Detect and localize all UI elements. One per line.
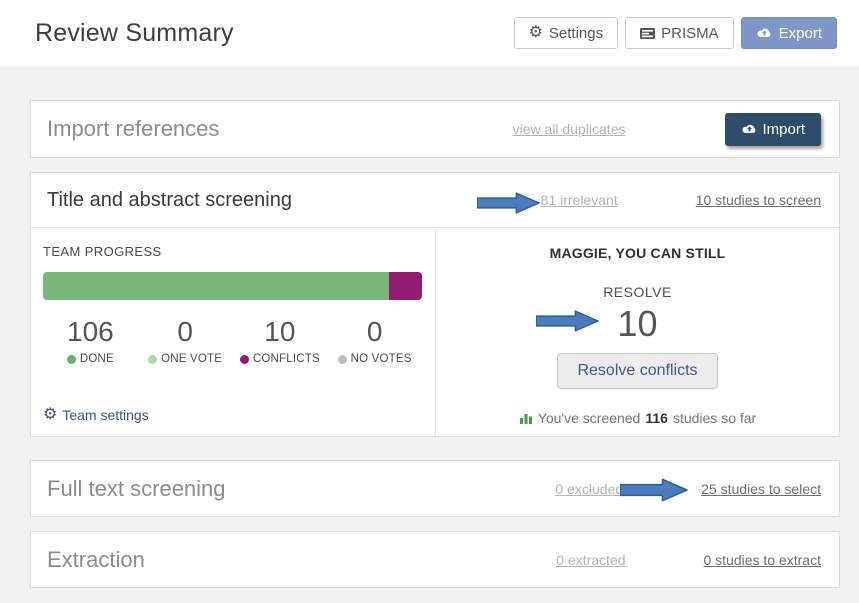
export-button[interactable]: Export bbox=[740, 17, 837, 49]
studies-to-extract-link[interactable]: 0 studies to extract bbox=[703, 551, 821, 568]
team-progress-bar bbox=[43, 272, 422, 300]
team-settings-link[interactable]: ⚙ Team settings bbox=[43, 406, 149, 424]
stat-conflicts-value: 10 bbox=[264, 316, 296, 347]
resolve-conflicts-button[interactable]: Resolve conflicts bbox=[557, 352, 718, 389]
resolve-count: 10 bbox=[617, 303, 658, 344]
stat-conflicts: 10 CONFLICTS bbox=[233, 316, 328, 365]
stat-one-vote-value: 0 bbox=[177, 316, 193, 347]
prisma-report-icon bbox=[640, 27, 656, 39]
full-text-title: Full text screening bbox=[47, 475, 226, 501]
import-button[interactable]: Import bbox=[725, 112, 821, 146]
prisma-button[interactable]: PRISMA bbox=[625, 17, 734, 49]
stat-one-vote: 0 ONE VOTE bbox=[138, 316, 233, 365]
page-title: Review Summary bbox=[35, 18, 234, 47]
stat-conflicts-label: CONFLICTS bbox=[252, 353, 320, 365]
irrelevant-link[interactable]: 81 irrelevant bbox=[540, 192, 618, 208]
gear-icon: ⚙ bbox=[43, 406, 58, 423]
screened-count: 116 bbox=[645, 409, 668, 426]
conflicts-dot-icon bbox=[239, 354, 249, 364]
import-references-card: Import references view all duplicates Im… bbox=[30, 100, 840, 158]
stat-no-votes-label: NO VOTES bbox=[350, 353, 412, 365]
full-text-screening-card: Full text screening 0 excluded 25 studie… bbox=[30, 460, 840, 517]
stat-done-value: 106 bbox=[67, 316, 114, 347]
one-vote-dot-icon bbox=[148, 354, 158, 364]
import-references-title: Import references bbox=[47, 116, 220, 141]
no-votes-dot-icon bbox=[337, 354, 347, 364]
extraction-card: Extraction 0 extracted 0 studies to extr… bbox=[30, 531, 840, 588]
cloud-upload-icon bbox=[756, 27, 773, 39]
stat-no-votes-value: 0 bbox=[366, 316, 383, 347]
extraction-title: Extraction bbox=[47, 546, 145, 572]
studies-to-select-link[interactable]: 25 studies to select bbox=[701, 480, 821, 497]
screened-summary: You've screened 116 studies so far bbox=[436, 410, 839, 426]
progress-done-segment bbox=[43, 272, 390, 300]
top-bar: Review Summary ⚙ Settings PRISMA Export bbox=[0, 0, 859, 66]
extracted-link[interactable]: 0 extracted bbox=[556, 551, 626, 568]
stat-no-votes: 0 NO VOTES bbox=[327, 316, 422, 365]
title-abstract-screening-card: Title and abstract screening 81 irreleva… bbox=[30, 172, 840, 437]
bar-chart-icon bbox=[519, 411, 533, 425]
cloud-upload-icon bbox=[741, 123, 758, 135]
stat-done-label: DONE bbox=[79, 353, 114, 365]
stat-done: 106 DONE bbox=[43, 316, 138, 365]
resolve-message-line1: MAGGIE, YOU CAN STILL bbox=[549, 245, 726, 261]
gear-icon: ⚙ bbox=[528, 24, 543, 41]
title-abstract-title: Title and abstract screening bbox=[47, 188, 292, 211]
progress-stats: 106 DONE 0 ONE VOTE 10 bbox=[43, 316, 422, 365]
settings-button[interactable]: ⚙ Settings bbox=[513, 17, 619, 49]
team-progress-pane: TEAM PROGRESS 106 DONE 0 bbox=[31, 228, 436, 436]
resolve-message-line2: RESOLVE bbox=[603, 284, 672, 300]
done-dot-icon bbox=[66, 354, 76, 364]
excluded-link[interactable]: 0 excluded bbox=[555, 480, 624, 497]
title-abstract-body: TEAM PROGRESS 106 DONE 0 bbox=[31, 228, 839, 436]
progress-conflicts-segment bbox=[389, 272, 422, 300]
view-all-duplicates-link[interactable]: view all duplicates bbox=[512, 121, 626, 137]
studies-to-screen-link[interactable]: 10 studies to screen bbox=[695, 192, 821, 208]
resolve-pane: MAGGIE, YOU CAN STILL RESOLVE 10 Resolve… bbox=[436, 228, 839, 436]
team-progress-label: TEAM PROGRESS bbox=[43, 244, 162, 259]
top-bar-buttons: ⚙ Settings PRISMA Export bbox=[513, 17, 837, 49]
title-abstract-header: Title and abstract screening 81 irreleva… bbox=[31, 173, 839, 228]
stat-one-vote-label: ONE VOTE bbox=[161, 353, 223, 365]
